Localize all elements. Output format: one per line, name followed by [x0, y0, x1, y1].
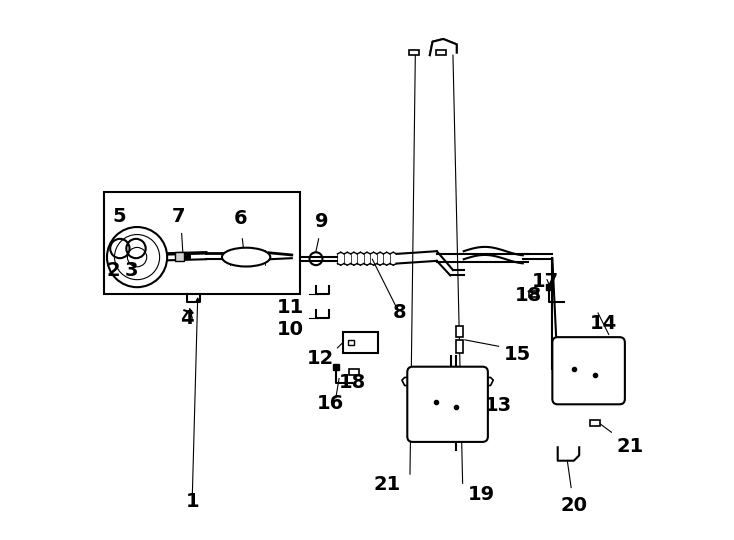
FancyBboxPatch shape [407, 367, 488, 442]
Text: 11: 11 [277, 298, 304, 317]
Ellipse shape [222, 248, 270, 267]
Bar [436, 50, 446, 55]
Bar [456, 340, 462, 353]
Text: 8: 8 [393, 303, 406, 322]
Polygon shape [430, 39, 457, 55]
Bar [349, 369, 359, 375]
Text: 5: 5 [112, 207, 126, 226]
Text: 12: 12 [306, 349, 334, 368]
Text: 3: 3 [125, 260, 139, 280]
Text: 14: 14 [589, 314, 617, 333]
Text: 16: 16 [317, 394, 344, 413]
Text: 21: 21 [373, 475, 400, 495]
Polygon shape [558, 447, 579, 461]
Bar [343, 332, 378, 353]
Text: 21: 21 [617, 437, 644, 456]
Bar [175, 252, 184, 261]
Bar [456, 326, 462, 337]
Text: 9: 9 [315, 212, 328, 231]
Text: 17: 17 [532, 272, 559, 291]
Text: 18: 18 [338, 373, 366, 393]
Bar [528, 291, 538, 297]
Text: 15: 15 [504, 346, 531, 365]
Bar [590, 420, 600, 426]
Text: 18: 18 [515, 286, 542, 305]
FancyBboxPatch shape [553, 337, 625, 404]
Bar [348, 340, 354, 345]
Text: 10: 10 [277, 320, 304, 339]
Text: 4: 4 [181, 309, 194, 328]
Text: 7: 7 [172, 207, 186, 226]
Text: 19: 19 [468, 485, 495, 504]
Bar [409, 50, 418, 55]
Text: 2: 2 [106, 260, 120, 280]
Text: 6: 6 [234, 210, 247, 228]
Bar [103, 192, 300, 294]
Text: 13: 13 [485, 396, 512, 415]
Text: 20: 20 [560, 496, 587, 515]
Text: 1: 1 [186, 491, 199, 510]
Circle shape [107, 227, 167, 287]
